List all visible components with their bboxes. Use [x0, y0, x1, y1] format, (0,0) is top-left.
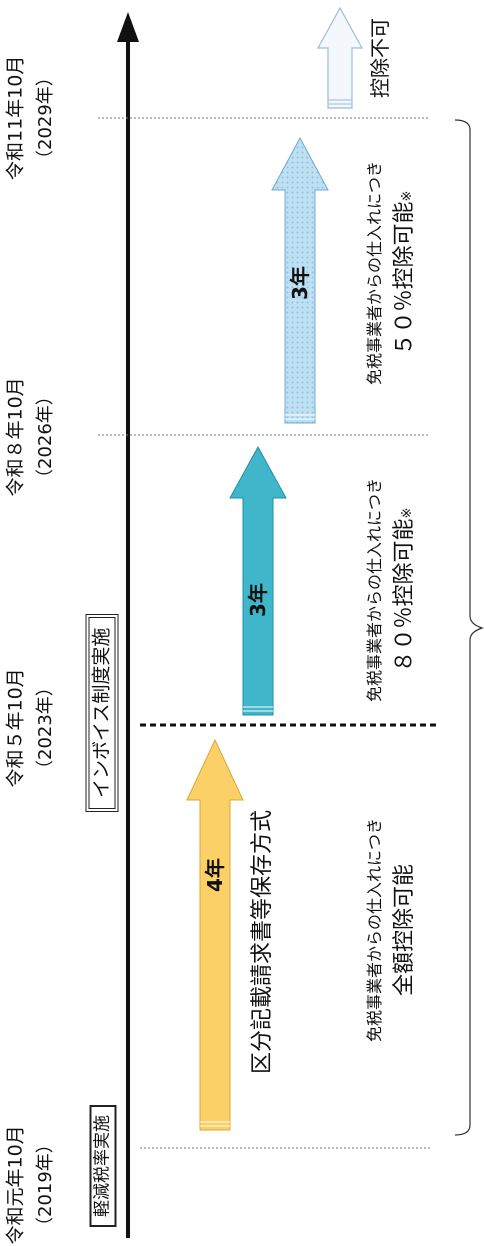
date-2029-year: （2029年） [35, 68, 56, 168]
date-2023-era: 令和５年10月 [4, 668, 27, 788]
date-2023-year: （2023年） [35, 678, 56, 778]
period-2-note: 免税事業者からの仕入れにつき [365, 477, 384, 702]
milestone-invoice-start: インボイス制度実施 [85, 613, 119, 812]
arrow-period-1 [186, 738, 244, 1131]
date-2026-era: 令和８年10月 [4, 377, 27, 497]
period-1-deduction: 全額控除可能 [392, 863, 417, 996]
arrow-1-label: 4年 [203, 858, 227, 892]
arrow-period-4 [316, 6, 364, 109]
period-1-note: 免税事業者からの仕入れにつき [365, 817, 384, 1042]
date-2019-era: 令和元年10月 [4, 1125, 27, 1245]
arrow-period-2 [229, 445, 287, 716]
milestone-reduced-tax-rate: 軽減税率実施 [89, 1105, 117, 1227]
arrow-period-3 [271, 136, 329, 424]
date-2019-year: （2019年） [35, 1135, 56, 1235]
period-2-deduction: ８０％控除可能※ [392, 507, 417, 673]
period-3-deduction: ５０％控除可能※ [392, 190, 417, 356]
period-3-note: 免税事業者からの仕入れにつき [365, 160, 384, 385]
period-4-deduction: 控除不可 [368, 18, 392, 98]
arrow-3-label: 3年 [288, 266, 312, 300]
footnote-mark: ※ [400, 190, 415, 202]
period-brace [454, 119, 484, 1136]
date-2026-year: （2026年） [35, 387, 56, 487]
date-2029-era: 令和11年10月 [4, 55, 27, 180]
arrow-2-label: 3年 [246, 583, 270, 617]
system-name: 区分記載請求書等保存方式 [250, 809, 275, 1074]
footnote-mark: ※ [400, 507, 415, 519]
timeline-axis [117, 12, 139, 1238]
